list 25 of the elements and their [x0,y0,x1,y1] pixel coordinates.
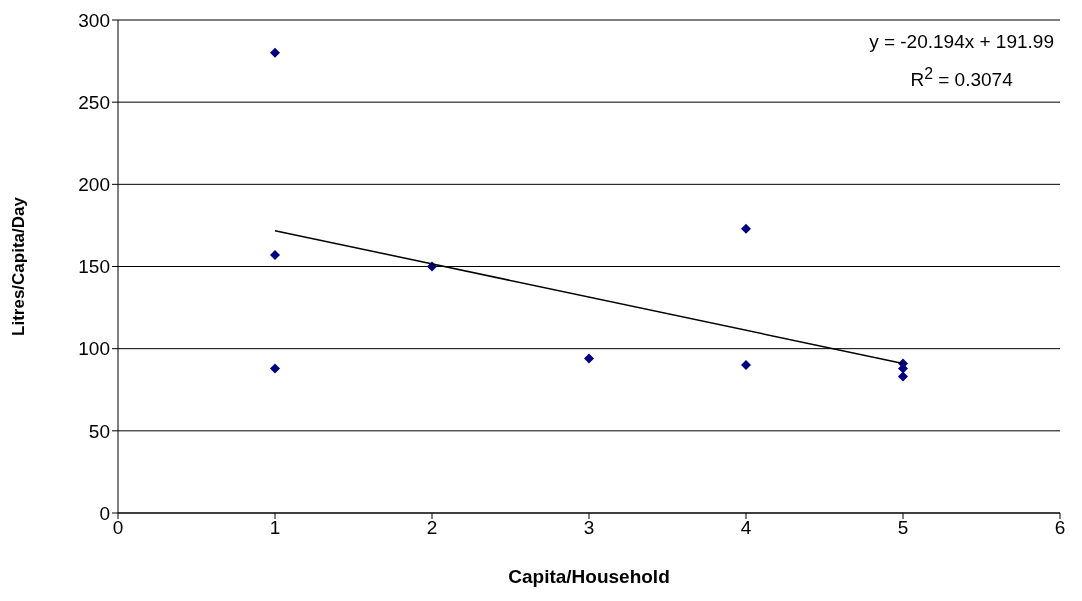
point [741,223,751,234]
annotation: R$^{2}$ = 0.3074 [909,64,1014,93]
y-tick-label: 300 [78,9,110,31]
y-tick-label: 50 [88,420,110,442]
y-tick-label: 250 [78,91,110,113]
annotation: y = -20.194x + 191.99 [869,30,1054,54]
point [898,371,908,382]
point [741,360,751,371]
x-tick-label: 6 [1054,517,1066,539]
y-tick-label: 100 [78,338,110,360]
y-tick-label: 200 [78,174,110,196]
x-tick-label: 1 [269,517,281,539]
x-tick-label: 4 [740,517,752,539]
x-tick-label: 3 [583,517,595,539]
y-axis-title: Litres/Capita/Day [9,196,29,336]
x-tick-label: 2 [426,517,438,539]
y-tick-label: 0 [99,502,110,524]
point [584,353,594,364]
x-tick-label: 0 [112,517,124,539]
point [270,363,280,374]
x-axis-title: Capita/Household [508,566,670,587]
point [270,250,280,260]
point [270,47,280,58]
y-tick-label: 150 [78,256,110,278]
x-tick-label: 5 [897,517,909,539]
